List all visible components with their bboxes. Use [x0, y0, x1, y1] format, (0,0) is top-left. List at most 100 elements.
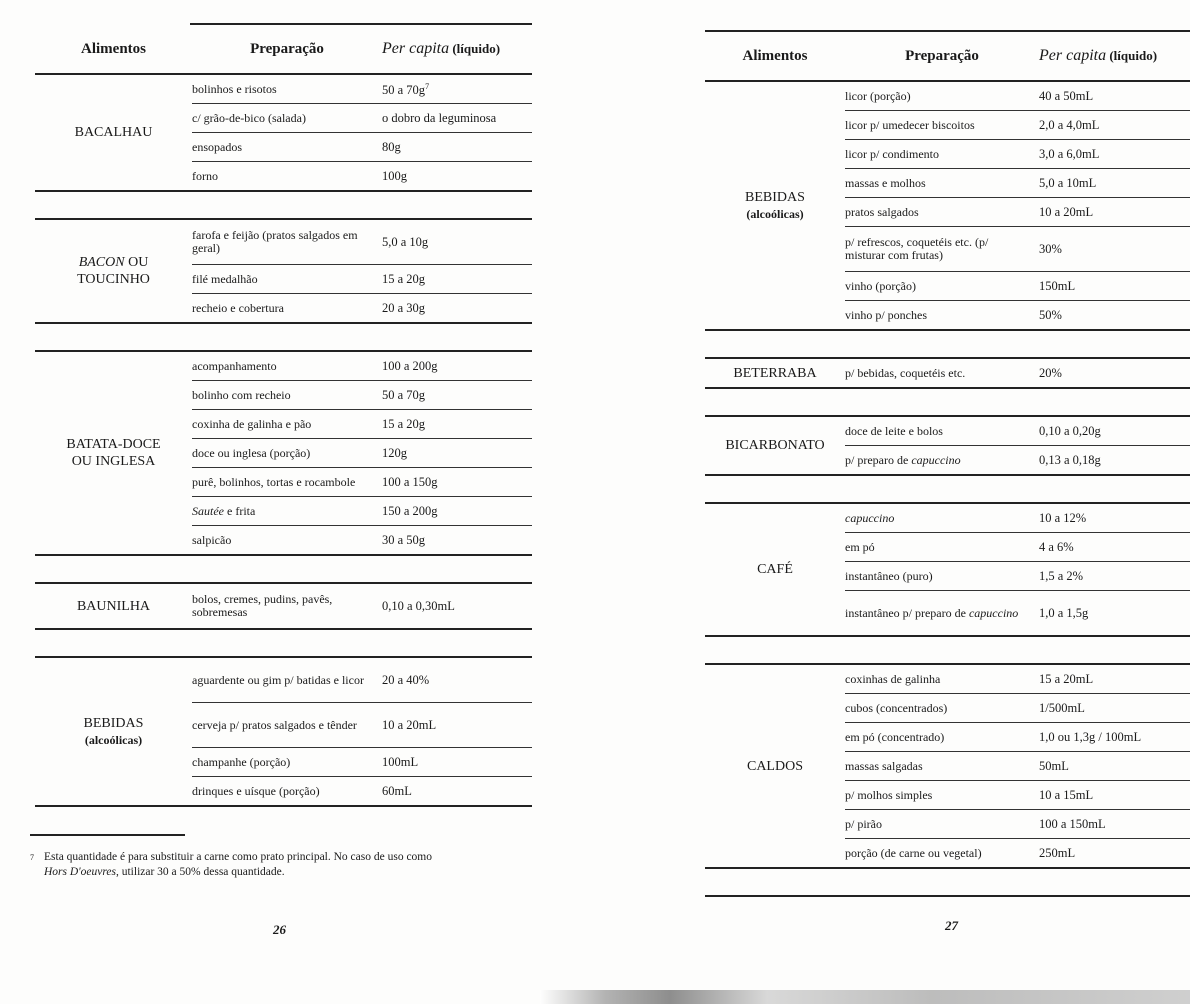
table-row: licor p/ umedecer biscoitos 2,0 a 4,0mL: [845, 110, 1190, 139]
food-name-line: BACALHAU: [74, 125, 153, 140]
per-capita-value: 50mL: [1039, 758, 1069, 773]
per-capita-value: 10 a 15mL: [1039, 787, 1094, 802]
food-group: BACON OU TOUCINHO farofa e feijão (pratos …: [35, 218, 532, 324]
preparation: capuccino: [845, 510, 895, 525]
table-row: porção (de carne ou vegetal) 250mL: [845, 838, 1190, 867]
per-capita-value: 50 a 70g7: [382, 82, 430, 98]
per-capita-value: 1/500mL: [1039, 700, 1085, 715]
preparation: p/ bebidas, coquetéis etc.: [845, 365, 966, 380]
table-row: bolinho com recheio 50 a 70g: [192, 380, 532, 409]
preparation: recheio e cobertura: [192, 300, 284, 315]
food-name: BAUNILHA: [35, 584, 192, 628]
food-name: CAFÉ: [705, 504, 845, 635]
food-group: BEBIDAS (alcoólicas) aguardente ou gim p/ …: [35, 656, 532, 807]
per-capita-value: 10 a 12%: [1039, 510, 1087, 525]
preparation: cubos (concentrados): [845, 700, 948, 715]
food-name-sub: (alcoólicas): [84, 732, 143, 747]
preparation: drinques e uísque (porção): [192, 783, 320, 798]
per-capita-value: 100 a 150mL: [1039, 816, 1106, 831]
table-row: purê, bolinhos, tortas e rocambole 100 a …: [192, 467, 532, 496]
table-row: cerveja p/ pratos salgados e tênder 10 a …: [192, 702, 532, 747]
preparation: salpicão: [192, 532, 232, 547]
table-row: champanhe (porção) 100mL: [192, 747, 532, 776]
footnote-divider: [30, 834, 185, 836]
food-name-line: BACON OU: [78, 255, 149, 270]
table-row: bolinhos e risotos 50 a 70g7: [192, 75, 532, 103]
table-row: p/ preparo de capuccino 0,13 a 0,18g: [845, 445, 1190, 474]
per-capita-value: 15 a 20mL: [1039, 671, 1094, 686]
food-group: [705, 895, 1190, 923]
food-group: BEBIDAS (alcoólicas) licor (porção) 40 a 50…: [705, 80, 1190, 331]
per-capita-value: 20 a 40%: [382, 672, 430, 687]
table-row: aguardente ou gim p/ batidas e licor 20 a…: [192, 658, 532, 702]
footnote-italic: Hors D'oeuvres: [44, 866, 116, 878]
per-capita-value: 150mL: [1039, 278, 1076, 293]
table-row: p/ pirão 100 a 150mL: [845, 809, 1190, 838]
per-capita-value: 250mL: [1039, 845, 1076, 860]
food-name-line: CAFÉ: [757, 562, 793, 577]
table-row: bolos, cremes, pudins, pavês, sobremesas…: [192, 584, 532, 628]
header-per-capita: Per capita (líquido): [382, 40, 500, 58]
food-name-line: BETERRABA: [733, 365, 817, 381]
food-group: BETERRABA p/ bebidas, coquetéis etc. 20%: [705, 357, 1190, 389]
food-name: BICARBONATO: [705, 417, 845, 474]
table-row: cubos (concentrados) 1/500mL: [845, 693, 1190, 722]
table-header: Alimentos Preparação Per capita (líquido): [35, 23, 532, 73]
food-name-sub: (alcoólicas): [746, 206, 804, 221]
food-name: BACON OU TOUCINHO: [35, 220, 192, 322]
table-row: pratos salgados 10 a 20mL: [845, 197, 1190, 226]
table-row: salpicão 30 a 50g: [192, 525, 532, 554]
food-name: BATATA-DOCE OU INGLESA: [35, 352, 192, 554]
food-name: BETERRABA: [705, 359, 845, 387]
preparation: p/ refrescos, coquetéis etc. (p/ mistura…: [845, 235, 989, 262]
preparation: em pó: [845, 539, 875, 554]
per-capita-value: 60mL: [382, 783, 412, 798]
preparation-rows: bolos, cremes, pudins, pavês, sobremesas…: [192, 584, 532, 628]
table-row: massas e molhos 5,0 a 10mL: [845, 168, 1190, 197]
preparation: forno: [192, 168, 218, 183]
preparation: p/ molhos simples: [845, 787, 933, 802]
per-capita-value: 100 a 200g: [382, 358, 438, 373]
header-preparacao: Preparação: [250, 40, 324, 57]
preparation: coxinha de galinha e pão: [192, 416, 312, 431]
scan-artifact: [540, 990, 1190, 1004]
food-name-line: BATATA-DOCE: [66, 437, 161, 452]
footnote-mark: 7: [30, 853, 34, 862]
table-row: vinho (porção) 150mL: [845, 271, 1190, 300]
food-group: CAFÉ capuccino 10 a 12% em pó 4 a 6% instantâ…: [705, 502, 1190, 637]
per-capita-value: 100g: [382, 168, 407, 183]
table-row: coxinhas de galinha 15 a 20mL: [845, 665, 1190, 693]
table-row: licor (porção) 40 a 50mL: [845, 82, 1190, 110]
food-name: BEBIDAS (alcoólicas): [705, 82, 845, 329]
preparation: em pó (concentrado): [845, 729, 945, 744]
per-capita-value: 0,10 a 0,20g: [1039, 423, 1101, 438]
per-capita-value: 10 a 20mL: [1039, 204, 1094, 219]
food-name-line: BEBIDAS: [83, 715, 144, 731]
table-row: acompanhamento 100 a 200g: [192, 352, 532, 380]
per-capita-value: 50%: [1039, 307, 1062, 322]
per-capita-value: 3,0 a 6,0mL: [1039, 146, 1100, 161]
table-row: coxinha de galinha e pão 15 a 20g: [192, 409, 532, 438]
preparation: champanhe (porção): [192, 754, 291, 769]
preparation: instantâneo (puro): [845, 568, 933, 583]
header-top-rule: [705, 30, 1190, 32]
food-name: BACALHAU: [35, 75, 192, 190]
food-name-line: OU INGLESA: [71, 454, 156, 469]
preparation-rows: aguardente ou gim p/ batidas e licor 20 a…: [192, 658, 532, 805]
preparation: cerveja p/ pratos salgados e tênder: [192, 717, 357, 732]
table-row: drinques e uísque (porção) 60mL: [192, 776, 532, 805]
per-capita-value: 80g: [382, 139, 401, 154]
preparation: vinho (porção): [845, 278, 916, 293]
food-name-line: TOUCINHO: [77, 272, 150, 287]
per-capita-value: 15 a 20g: [382, 271, 426, 286]
preparation-rows: licor (porção) 40 a 50mL licor p/ umedecer…: [845, 82, 1190, 329]
header-per-capita-italic: Per capita: [1039, 47, 1107, 64]
footnote-line1: Esta quantidade é para substituir a carn…: [44, 851, 432, 863]
preparation: p/ pirão: [845, 816, 882, 831]
per-capita-value: 100mL: [382, 754, 419, 769]
preparation: vinho p/ ponches: [845, 307, 927, 322]
preparation: c/ grão-de-bico (salada): [192, 110, 306, 125]
preparation: acompanhamento: [192, 358, 277, 373]
preparation: bolos, cremes, pudins, pavês, sobremesas: [192, 592, 333, 619]
preparation: bolinhos e risotos: [192, 81, 277, 96]
